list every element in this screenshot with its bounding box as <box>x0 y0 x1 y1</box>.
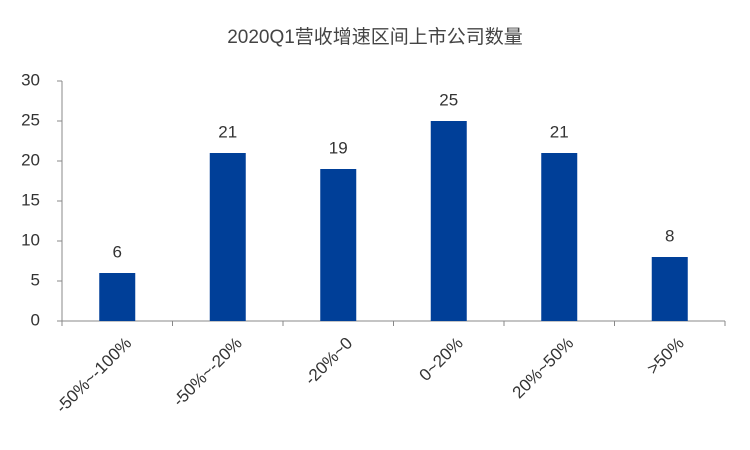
x-tick-label: -50%~-100% <box>52 334 135 417</box>
data-label: 21 <box>550 122 569 141</box>
x-tick-label: 20%~50% <box>509 334 578 403</box>
bar <box>99 273 136 321</box>
data-label: 25 <box>439 90 458 109</box>
y-tick-label: 25 <box>21 110 40 129</box>
bar <box>320 169 357 321</box>
chart-title: 2020Q1营收增速区间上市公司数量 <box>227 26 523 48</box>
y-tick-label: 10 <box>21 230 40 249</box>
bar <box>541 153 578 321</box>
x-tick-label: -50%~-20% <box>169 334 246 411</box>
y-tick-label: 20 <box>21 150 40 169</box>
data-label: 19 <box>329 138 348 157</box>
y-tick-label: 5 <box>31 270 40 289</box>
bar <box>651 257 688 321</box>
data-label: 21 <box>218 122 237 141</box>
x-tick-label: 0~20% <box>416 334 467 385</box>
data-label: 6 <box>113 242 122 261</box>
x-tick-label: >50% <box>643 334 688 379</box>
y-tick-label: 0 <box>31 310 40 329</box>
data-label: 8 <box>665 226 674 245</box>
y-tick-label: 30 <box>21 70 40 89</box>
bar <box>430 121 467 321</box>
x-tick-label: -20%~0 <box>301 334 356 389</box>
y-tick-label: 15 <box>21 190 40 209</box>
bar <box>209 153 246 321</box>
